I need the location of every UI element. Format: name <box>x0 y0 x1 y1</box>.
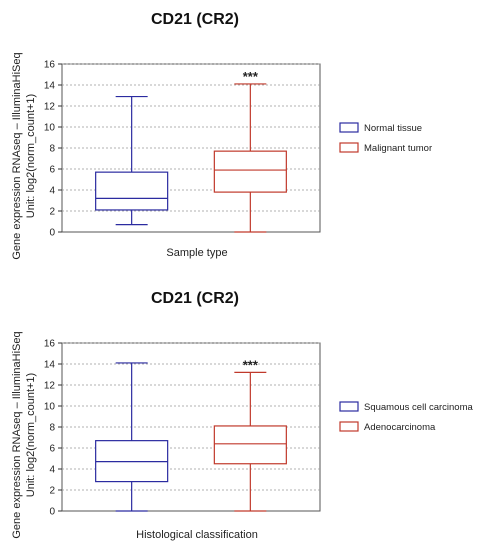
y-tick-label: 10 <box>44 123 56 134</box>
y-tick-label: 14 <box>44 360 56 371</box>
y-tick-label: 2 <box>49 207 55 218</box>
y-tick-label: 16 <box>44 60 56 71</box>
legend-swatch <box>339 142 359 153</box>
y-axis-label-unit: Unit: log2(norm_count+1) <box>25 373 37 497</box>
chart-title: CD21 (CR2) <box>151 290 239 307</box>
iqr-box <box>95 171 169 211</box>
box-series-2: *** <box>213 69 287 233</box>
x-axis-label: Histological classification <box>136 529 258 541</box>
legend-label: Malignant tumor <box>364 143 432 154</box>
y-tick-label: 0 <box>49 228 55 239</box>
y-tick-label: 14 <box>44 81 56 92</box>
legend-swatch <box>339 421 359 432</box>
box-series-1 <box>95 362 169 512</box>
legend-label: Normal tissue <box>364 123 422 134</box>
chart-panel-1: CD21 (CR2) 0 2 4 6 8 10 12 14 16 Gene expression R… <box>11 11 432 260</box>
y-tick-label: 0 <box>49 507 55 518</box>
y-tick-label: 4 <box>49 186 55 197</box>
y-axis-label: Gene expression RNAseq – IlluminaHiSeq <box>11 331 23 538</box>
y-tick-label: 4 <box>49 465 55 476</box>
y-tick-label: 8 <box>49 144 55 155</box>
y-tick-label: 12 <box>44 102 56 113</box>
legend-swatch <box>339 401 359 412</box>
chart-title: CD21 (CR2) <box>151 11 239 28</box>
x-axis-label: Sample type <box>166 247 227 259</box>
legend-label: Squamous cell carcinoma <box>364 402 473 413</box>
y-tick-label: 8 <box>49 423 55 434</box>
significance-marker: *** <box>243 69 259 84</box>
box-series-1 <box>95 95 169 226</box>
box-series-2: *** <box>213 357 287 512</box>
y-axis-label-unit: Unit: log2(norm_count+1) <box>25 94 37 218</box>
significance-marker: *** <box>243 357 259 372</box>
y-tick-label: 12 <box>44 381 56 392</box>
y-tick-label: 16 <box>44 339 56 350</box>
legend-swatch <box>339 122 359 133</box>
y-tick-label: 2 <box>49 486 55 497</box>
iqr-box <box>213 425 287 465</box>
y-tick-label: 6 <box>49 444 55 455</box>
y-axis-label: Gene expression RNAseq – IlluminaHiSeq <box>11 52 23 259</box>
legend-label: Adenocarcinoma <box>364 422 436 433</box>
iqr-box <box>213 150 287 193</box>
y-tick-label: 6 <box>49 165 55 176</box>
chart-panel-2: CD21 (CR2) 0 2 4 6 8 10 12 14 16 Gene expression R… <box>11 290 473 541</box>
y-tick-label: 10 <box>44 402 56 413</box>
